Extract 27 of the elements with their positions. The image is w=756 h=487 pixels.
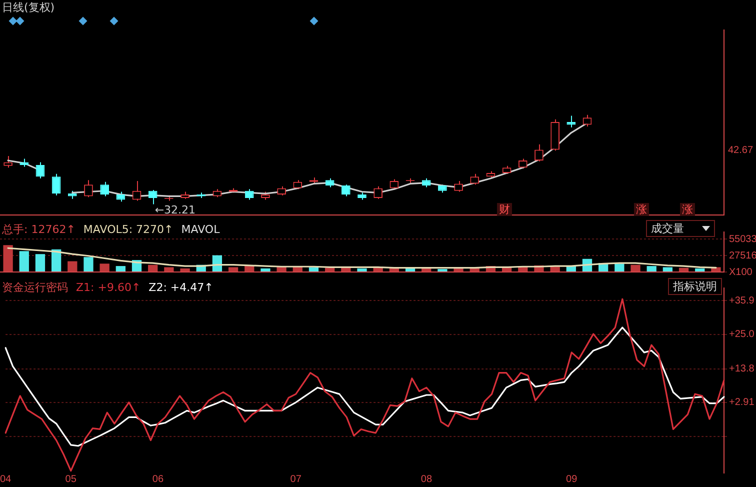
x-tick-label: 08	[420, 474, 432, 485]
x-tick-label: 06	[152, 474, 164, 485]
annotation: 成交量	[651, 222, 684, 235]
y-tick-label: 27516	[729, 250, 756, 262]
text: 42.67	[728, 145, 754, 157]
y-tick-label: 55033	[729, 234, 756, 245]
y-tick-label: +13.8	[729, 364, 755, 375]
x-tick-label: 04	[0, 474, 12, 485]
x-tick-label: 07	[290, 474, 302, 485]
series-label: MAVOL5: 7270↑	[83, 223, 174, 236]
chart-title: 资金运行密码	[2, 281, 68, 294]
text: Z2: +4.47↑	[148, 281, 214, 294]
annotation: MAVOL	[181, 223, 220, 236]
chart-title: 日线(复权)	[2, 1, 55, 14]
annotation: 涨	[634, 203, 649, 216]
annotation: 涨	[680, 203, 695, 216]
y-tick-label: +25.0	[729, 329, 755, 340]
y-tick-label: X100	[729, 266, 753, 278]
annotation: 指标说明	[673, 280, 717, 293]
annotation: ←32.21	[154, 204, 196, 217]
annotation: 财	[497, 203, 512, 216]
series-label: 总手: 12762↑	[2, 223, 76, 236]
x-tick-label: 05	[65, 474, 77, 485]
y-tick-label: +2.91	[729, 397, 755, 408]
text: Z1: +9.60↑	[76, 281, 141, 294]
x-tick-label: 09	[566, 474, 578, 485]
y-tick-label: +35.9	[729, 295, 755, 306]
